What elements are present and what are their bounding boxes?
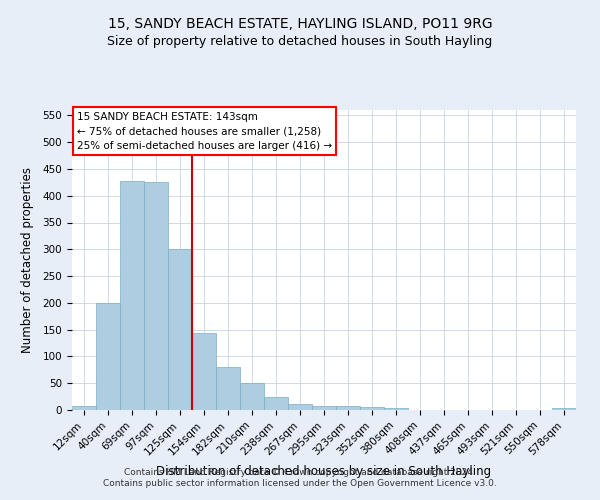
Bar bbox=[288, 404, 312, 410]
Bar bbox=[96, 303, 120, 410]
Y-axis label: Number of detached properties: Number of detached properties bbox=[21, 167, 34, 353]
Bar bbox=[120, 180, 144, 410]
X-axis label: Distribution of detached houses by size in South Hayling: Distribution of detached houses by size … bbox=[157, 465, 491, 478]
Bar bbox=[312, 406, 336, 410]
Bar bbox=[264, 397, 288, 410]
Bar bbox=[192, 334, 216, 410]
Bar bbox=[216, 367, 240, 410]
Text: Contains HM Land Registry data © Crown copyright and database right 2024.
Contai: Contains HM Land Registry data © Crown c… bbox=[103, 468, 497, 487]
Bar bbox=[240, 383, 264, 410]
Bar bbox=[360, 407, 384, 410]
Bar bbox=[552, 408, 576, 410]
Text: 15 SANDY BEACH ESTATE: 143sqm
← 75% of detached houses are smaller (1,258)
25% o: 15 SANDY BEACH ESTATE: 143sqm ← 75% of d… bbox=[77, 112, 332, 151]
Text: 15, SANDY BEACH ESTATE, HAYLING ISLAND, PO11 9RG: 15, SANDY BEACH ESTATE, HAYLING ISLAND, … bbox=[107, 18, 493, 32]
Bar bbox=[72, 406, 96, 410]
Bar bbox=[336, 406, 360, 410]
Bar bbox=[168, 250, 192, 410]
Bar bbox=[384, 408, 408, 410]
Bar bbox=[144, 182, 168, 410]
Text: Size of property relative to detached houses in South Hayling: Size of property relative to detached ho… bbox=[107, 35, 493, 48]
